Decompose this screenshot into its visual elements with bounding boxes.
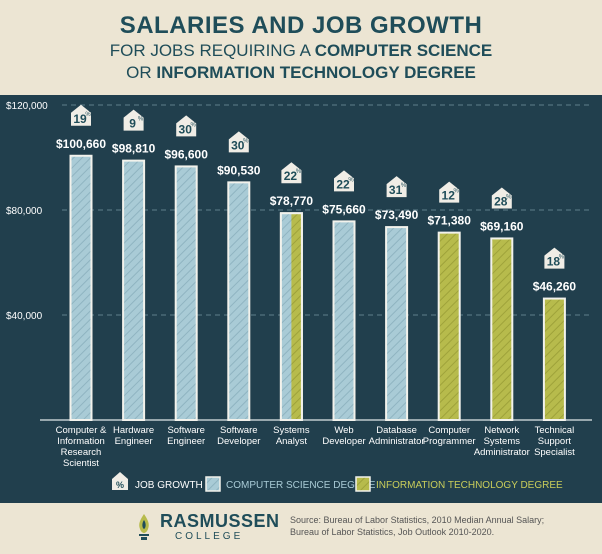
growth-label: 22: [336, 177, 350, 191]
category-label: Network Systems Administrator: [474, 425, 530, 458]
category-label: Computer & Information Research Scientist: [56, 425, 107, 469]
category-label: Technical Support Specialist: [534, 425, 575, 458]
bar: [174, 165, 198, 421]
value-label: $98,810: [112, 142, 156, 156]
growth-badge: [123, 109, 144, 131]
value-label: $100,660: [56, 137, 106, 151]
bar-outline: [279, 212, 303, 422]
y-tick-label: $80,000: [6, 206, 43, 217]
growth-badge: [228, 131, 249, 153]
growth-badge: [386, 176, 407, 198]
legend-growth-label: JOB GROWTH: [135, 480, 203, 491]
y-tick-label: $120,000: [6, 101, 48, 112]
category-label: Hardware Engineer: [113, 425, 154, 447]
subtitle-line2-bold: INFORMATION TECHNOLOGY DEGREE: [156, 63, 476, 82]
legend-cs-label: COMPUTER SCIENCE DEGREE: [226, 480, 376, 491]
value-label: $78,770: [270, 194, 314, 208]
value-label: $73,490: [375, 208, 419, 222]
footer: RASMUSSEN COLLEGE Source: Bureau of Labo…: [0, 503, 602, 554]
bar: [332, 220, 356, 421]
growth-label: 19: [73, 112, 87, 126]
growth-badge: [491, 187, 512, 209]
value-label: $90,530: [217, 163, 261, 177]
growth-percent-sign: %: [138, 117, 144, 123]
bar-half-cs: [280, 213, 292, 420]
legend-it-label: INFORMATION TECHNOLOGY DEGREE: [376, 480, 563, 491]
value-label: $75,660: [322, 202, 366, 216]
legend-layer: % JOB GROWTH COMPUTER SCIENCE DEGREE INFORM…: [112, 472, 563, 492]
growth-badge: [544, 247, 565, 269]
growth-percent-sign: %: [506, 194, 512, 200]
growth-label: 9: [129, 117, 136, 131]
growth-label: 12: [442, 189, 456, 203]
growth-percent-sign: %: [243, 138, 249, 144]
bar: [490, 237, 514, 421]
chart-panel: $40,000 $80,000 $120,000 $100,660 19% Comput…: [0, 95, 602, 503]
bar: [542, 297, 566, 422]
bar: [385, 226, 409, 421]
source-line1: Source: Bureau of Labor Statistics, 2010…: [290, 515, 545, 525]
bar: [227, 181, 251, 421]
growth-percent-sign: %: [559, 255, 565, 261]
category-label: Computer Programmer: [423, 425, 476, 447]
bar-half-it: [291, 213, 302, 420]
category-label: Software Developer: [217, 425, 260, 447]
bars-layer: [69, 154, 566, 422]
source-line2: Bureau of Labor Statistics, Job Outlook …: [290, 527, 495, 537]
source-note: Source: Bureau of Labor Statistics, 2010…: [290, 514, 590, 538]
chart-title: SALARIES AND JOB GROWTH: [119, 12, 483, 39]
growth-percent-sign: %: [454, 189, 460, 195]
growth-badge: [71, 104, 91, 126]
category-label: Software Engineer: [167, 425, 205, 447]
category-label: Web Developer: [322, 425, 365, 447]
value-label: $69,160: [480, 219, 524, 233]
subtitle-line1-normal: FOR JOBS REQUIRING A: [109, 41, 315, 60]
growth-label: 28: [494, 194, 508, 208]
subtitle-line1-bold: COMPUTER SCIENCE: [314, 41, 493, 60]
category-label: Systems Analyst: [273, 425, 310, 447]
value-label: $46,260: [533, 280, 577, 294]
labels-layer: $100,660 19% Computer & Information Research…: [56, 104, 577, 469]
legend-growth-symbol: %: [116, 480, 124, 490]
growth-label: 30: [179, 122, 193, 136]
chart-subtitle-line1: FOR JOBS REQUIRING A COMPUTER SCIENCE: [0, 41, 602, 61]
chart-subtitle-line2: OR INFORMATION TECHNOLOGY DEGREE: [0, 63, 602, 83]
growth-percent-sign: %: [401, 183, 407, 189]
value-label: $71,380: [428, 214, 472, 228]
growth-percent-sign: %: [191, 122, 197, 128]
legend-growth-icon: [112, 472, 128, 490]
y-tick-label: $40,000: [6, 311, 43, 322]
growth-percent-sign: %: [348, 177, 354, 183]
flame-logo-icon: [139, 514, 149, 540]
growth-badge: [281, 162, 302, 184]
bar: [437, 231, 461, 421]
chart-header: SALARIES AND JOB GROWTH FOR JOBS REQUIRI…: [0, 0, 602, 95]
legend-it-swatch: [355, 476, 371, 492]
growth-percent-sign: %: [85, 112, 91, 118]
bar: [69, 154, 93, 422]
growth-label: 22: [284, 169, 298, 183]
legend-cs-swatch: [205, 476, 221, 492]
growth-label: 18: [547, 255, 561, 269]
growth-label: 30: [231, 138, 245, 152]
value-label: $96,600: [165, 147, 209, 161]
bar: [122, 159, 146, 421]
logo-subtext: COLLEGE: [175, 531, 244, 542]
logo-wordmark: RASMUSSEN: [160, 511, 280, 531]
bar-chart: $40,000 $80,000 $120,000 $100,660 19% Comput…: [6, 101, 592, 492]
growth-badge: [176, 115, 197, 137]
growth-label: 31: [389, 183, 403, 197]
subtitle-line2-normal: OR: [126, 63, 157, 82]
growth-badge: [334, 170, 354, 192]
growth-percent-sign: %: [296, 169, 302, 175]
category-label: Database Administrator: [369, 425, 425, 447]
growth-badge: [439, 181, 460, 203]
